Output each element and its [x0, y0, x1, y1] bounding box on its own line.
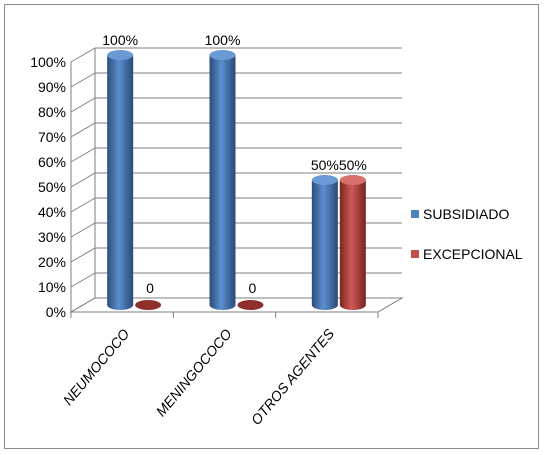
data-label: 0: [146, 280, 154, 296]
y-tick-label: 100%: [30, 54, 66, 70]
bar-top: [339, 175, 366, 185]
y-tick-label: 40%: [38, 204, 66, 220]
y-tick-label: 10%: [38, 279, 66, 295]
y-tick-label: 60%: [38, 154, 66, 170]
bar-excepcional: [237, 300, 264, 310]
data-label: 50%: [339, 157, 367, 173]
gridline-depth: [70, 72, 96, 88]
chart-legend: SUBSIDIADO EXCEPCIONAL: [411, 206, 523, 262]
x-tick-label: MENINGOCOCO: [153, 326, 235, 420]
legend-swatch: [411, 250, 419, 258]
legend-label: EXCEPCIONAL: [423, 246, 523, 262]
gridline-depth: [70, 272, 96, 288]
bar-top: [107, 50, 134, 60]
bar-excepcional: [135, 300, 162, 310]
y-tick-label: 20%: [38, 254, 66, 270]
data-label: 100%: [205, 32, 241, 48]
bar-excepcional: [339, 180, 366, 310]
data-label: 100%: [102, 32, 138, 48]
data-label: 50%: [311, 157, 339, 173]
chart-frame: [4, 4, 539, 449]
data-label: 0: [249, 280, 257, 296]
y-tick-label: 90%: [38, 79, 66, 95]
legend-swatch: [411, 210, 419, 218]
bar-subsidiado: [107, 55, 134, 310]
gridline-depth: [70, 197, 96, 213]
legend-label: SUBSIDIADO: [423, 206, 509, 222]
gridline-depth: [70, 172, 96, 188]
bar-subsidiado: [311, 180, 338, 310]
bar-top: [209, 50, 236, 60]
x-tick-label: OTROS AGENTES: [248, 325, 338, 428]
gridline-depth: [70, 147, 96, 163]
y-tick-label: 30%: [38, 229, 66, 245]
y-tick-label: 50%: [38, 179, 66, 195]
x-tick-label: NEUMOCOCO: [60, 326, 133, 408]
gridline-depth: [70, 222, 96, 238]
bar-subsidiado: [209, 55, 236, 310]
gridline-depth: [70, 247, 96, 263]
y-tick-label: 70%: [38, 129, 66, 145]
bar-top: [311, 175, 338, 185]
gridline-depth: [70, 97, 96, 113]
y-tick-label: 80%: [38, 104, 66, 120]
gridline-depth: [70, 47, 96, 63]
gridline-depth: [70, 122, 96, 138]
chart-bars: [107, 50, 366, 310]
y-tick-label: 0%: [46, 304, 66, 320]
